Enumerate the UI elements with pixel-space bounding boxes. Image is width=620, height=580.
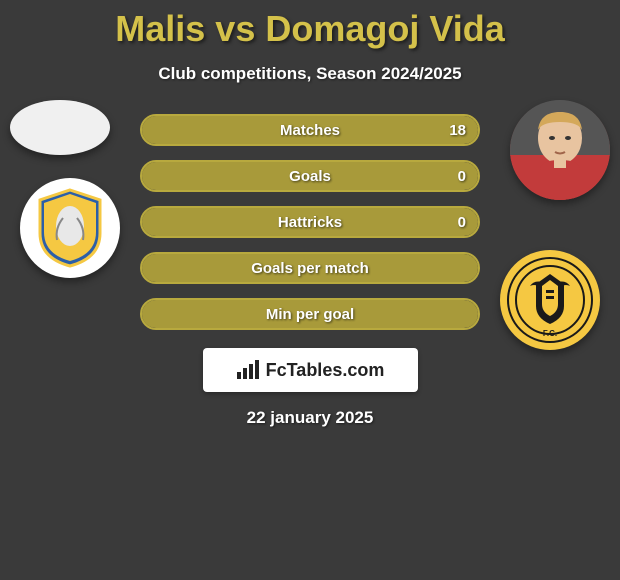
stat-label: Min per goal (266, 306, 354, 323)
stat-row: Hattricks 0 (140, 206, 480, 238)
bars-icon (236, 360, 260, 380)
watermark: FcTables.com (203, 348, 418, 392)
stat-value-right: 0 (458, 168, 466, 185)
stat-label: Goals (289, 168, 331, 185)
stat-value-right: 18 (449, 122, 466, 139)
stat-label: Matches (280, 122, 340, 139)
watermark-text: FcTables.com (266, 360, 385, 381)
stats-container: Matches 18 Goals 0 Hattricks 0 Goals per match… (0, 114, 620, 428)
stat-row: Goals per match (140, 252, 480, 284)
page-title: Malis vs Domagoj Vida (0, 0, 620, 50)
stat-value-right: 0 (458, 214, 466, 231)
stat-row: Goals 0 (140, 160, 480, 192)
stat-label: Hattricks (278, 214, 342, 231)
stat-row: Matches 18 (140, 114, 480, 146)
stat-row: Min per goal (140, 298, 480, 330)
page-subtitle: Club competitions, Season 2024/2025 (0, 64, 620, 84)
stat-label: Goals per match (251, 260, 369, 277)
stats-list: Matches 18 Goals 0 Hattricks 0 Goals per match… (140, 114, 480, 330)
date-label: 22 january 2025 (0, 408, 620, 428)
